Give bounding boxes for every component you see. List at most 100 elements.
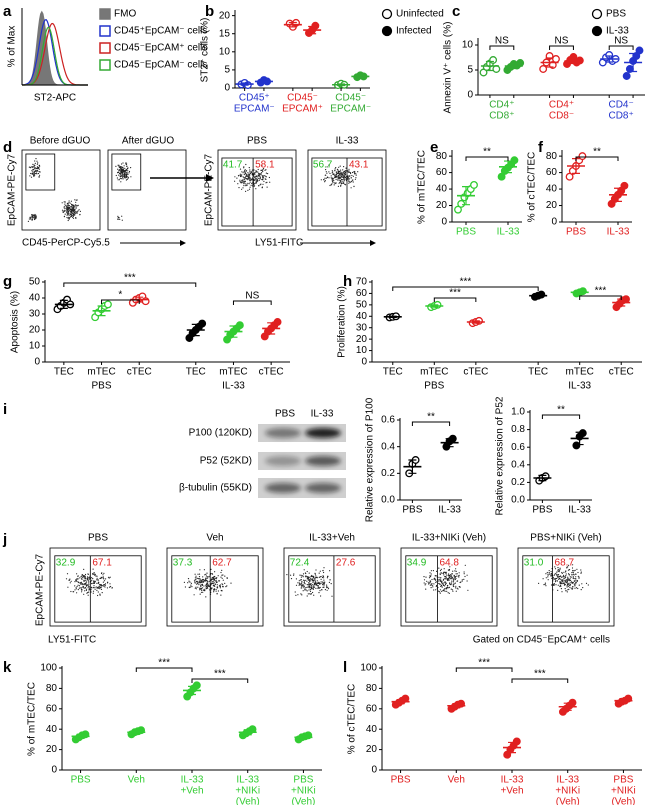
event-dot [78,587,80,589]
event-dot [329,570,331,572]
data-point [489,56,498,64]
error-bar [243,729,252,736]
event-dot [353,185,355,188]
event-dot [310,583,312,585]
event-dot [543,584,545,586]
event-dot [439,570,442,572]
legend-marker [381,8,393,20]
event-dot [68,210,71,212]
event-dot [322,569,324,572]
event-dot [452,590,454,592]
event-dot [195,588,197,590]
arrowhead [180,240,186,246]
event-dot [439,580,441,582]
event-dot [336,168,338,170]
y-tick-label: 30 [356,322,368,333]
gate-value: 37.3 [173,557,193,568]
event-dot [64,203,66,205]
event-dot [63,210,65,212]
event-dot [34,164,36,166]
event-dot [577,575,579,577]
significance-bracket [232,300,272,305]
significance-bracket [191,678,249,683]
event-dot [31,170,33,172]
event-dot [31,218,33,220]
event-dot [31,173,33,175]
event-dot [87,594,89,596]
event-dot [335,167,337,169]
y-tick-label: 60 [46,703,58,714]
significance-label: * [118,290,122,301]
event-dot [201,578,203,581]
event-dot [565,573,567,575]
x-axis-label: LY51-FITC [255,238,303,249]
error-bar [545,57,554,68]
event-dot [218,580,221,582]
row-label: β-tubulin (55KD) [179,483,252,494]
event-dot [86,592,88,594]
event-dot [552,576,554,579]
event-dot [304,583,306,585]
event-dot [98,582,100,584]
event-dot [74,199,76,201]
event-dot [447,592,449,594]
event-dot [557,589,559,592]
event-dot [241,188,243,190]
event-dot [230,582,232,584]
event-dot [433,577,435,580]
error-bar [76,733,85,739]
event-dot [574,585,576,587]
event-dot [329,579,331,581]
event-dot [325,171,327,173]
event-dot [118,174,120,176]
event-dot [117,215,119,217]
legend-label: Uninfected [396,9,444,20]
error-bar [267,322,276,335]
event-dot [205,573,207,575]
error-bar [508,741,516,754]
event-dot [448,579,450,582]
event-dot [430,580,432,583]
event-dot [567,577,569,580]
event-dot [253,175,255,177]
event-dot [575,583,577,585]
event-dot [115,174,117,177]
event-dot [244,176,246,179]
event-dot [348,182,350,184]
significance-label: *** [478,658,490,669]
error-bar [308,25,317,35]
data-point [192,681,201,690]
event-dot [254,179,256,181]
event-dot [306,578,308,580]
event-dot [81,574,83,577]
event-dot [81,591,83,593]
event-dot [247,176,250,178]
event-dot [64,201,66,203]
gate-value: 34.9 [407,557,427,568]
event-dot [323,585,325,587]
event-dot [99,593,101,595]
event-dot [547,573,549,575]
event-dot [243,173,245,176]
event-dot [550,575,553,577]
panel-letter: j [2,531,7,548]
event-dot [350,172,352,175]
event-dot [340,182,342,184]
event-dot [73,213,75,215]
event-dot [315,576,317,579]
event-dot [220,571,222,574]
panel-letter: h [343,273,352,290]
event-dot [455,568,457,570]
event-dot [34,217,36,219]
event-dot [76,580,78,582]
event-dot [302,590,304,592]
event-dot [88,582,90,584]
event-dot [338,174,340,176]
blot-strip [258,478,346,498]
event-dot [316,576,318,578]
event-dot [442,572,444,575]
event-dot [194,581,196,583]
event-dot [305,575,307,577]
event-dot [126,165,128,167]
